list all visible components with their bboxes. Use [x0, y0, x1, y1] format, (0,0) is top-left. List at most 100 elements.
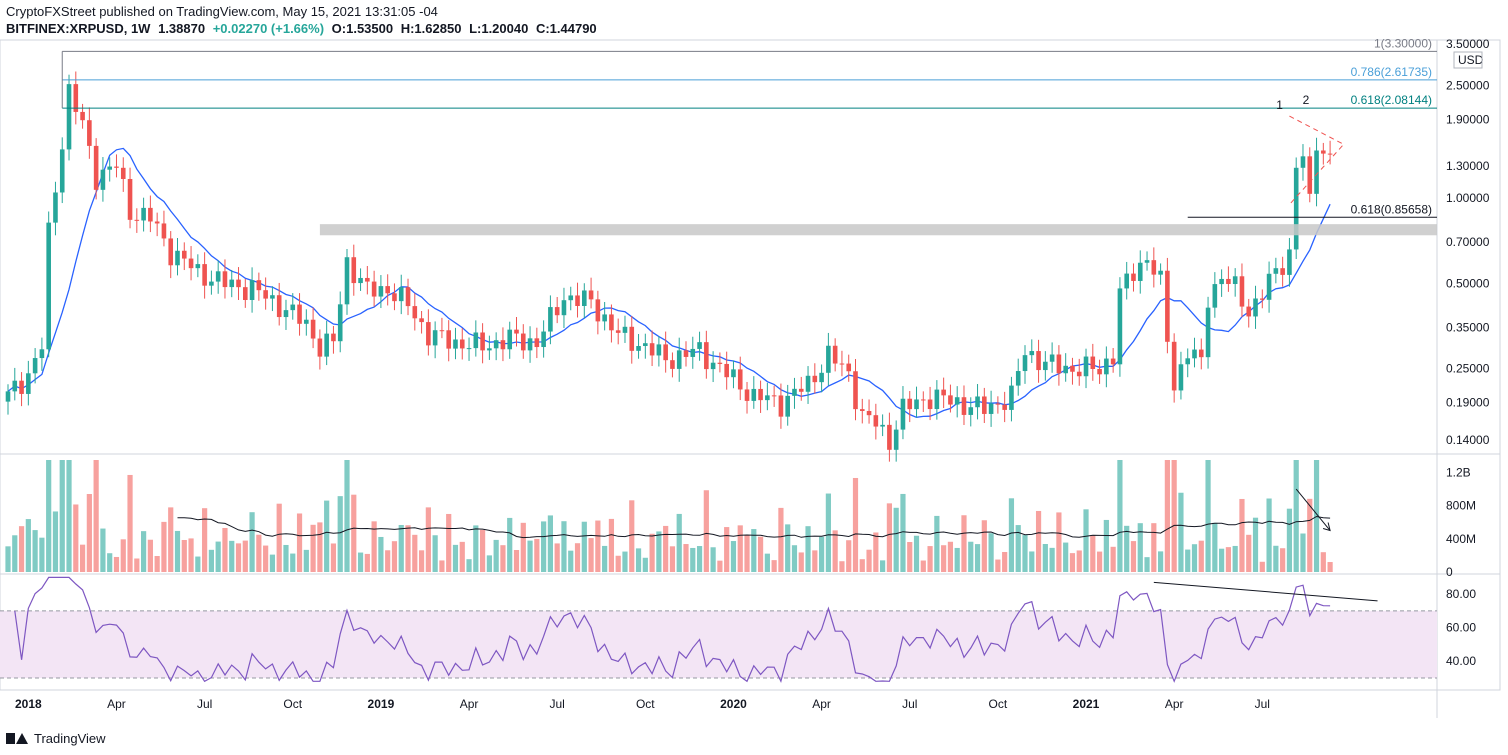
- candle-body: [934, 389, 940, 410]
- ohlc-high: H:1.62850: [400, 21, 462, 36]
- volume-bar: [974, 544, 981, 572]
- volume-bar: [574, 543, 581, 572]
- volume-bar: [283, 544, 289, 572]
- tradingview-logo-icon: [6, 732, 28, 745]
- volume-bar: [147, 539, 153, 572]
- candle-body: [568, 295, 574, 301]
- volume-bar: [181, 539, 187, 572]
- candle-body: [222, 271, 228, 288]
- volume-bar: [1205, 460, 1211, 572]
- candle-body: [724, 363, 729, 378]
- candle-body: [1151, 260, 1157, 275]
- candle-body: [1063, 365, 1068, 374]
- volume-bar: [513, 550, 520, 572]
- candle-body: [785, 395, 790, 417]
- candle-body: [731, 369, 736, 378]
- candle-body: [304, 319, 309, 324]
- candle-body: [1321, 150, 1326, 154]
- candle-body: [1076, 371, 1082, 377]
- candle-body: [127, 178, 133, 220]
- candle-body: [548, 307, 553, 332]
- volume-bar: [18, 526, 25, 572]
- volume-tick-label: 0: [1446, 565, 1453, 579]
- volume-bar: [751, 529, 757, 572]
- symbol-line: BITFINEX:XRPUSD, 1W 1.38870 +0.02270 (+1…: [6, 20, 601, 37]
- volume-bar: [669, 546, 676, 572]
- candle-body: [975, 396, 980, 408]
- time-tick-label: Apr: [107, 697, 126, 711]
- volume-bar: [235, 543, 242, 572]
- candle-body: [771, 395, 777, 397]
- volume-bar: [839, 561, 845, 572]
- volume-bar: [168, 507, 174, 572]
- candle-body: [588, 290, 594, 300]
- volume-bar: [113, 556, 120, 572]
- candle-body: [893, 429, 899, 450]
- volume-bar: [541, 521, 547, 572]
- volume-bar: [452, 544, 459, 572]
- candle-body: [46, 222, 51, 350]
- candle-body: [697, 342, 702, 349]
- volume-bar: [588, 538, 594, 572]
- volume-bar: [1042, 543, 1048, 572]
- candle-body: [351, 257, 357, 284]
- volume-bar: [263, 545, 269, 572]
- rsi-tick-label: 40.00: [1446, 654, 1476, 668]
- volume-bar: [900, 493, 906, 572]
- time-tick-label: 2020: [720, 697, 747, 711]
- wave-label-1: 1: [1276, 98, 1283, 112]
- candle-body: [473, 332, 479, 349]
- candle-body: [1036, 351, 1041, 371]
- chart-header: CryptoFXStreet published on TradingView.…: [6, 3, 601, 37]
- volume-bar: [1035, 510, 1042, 572]
- volume-bar: [622, 551, 628, 572]
- candle-body: [595, 299, 601, 322]
- volume-bar: [1130, 541, 1137, 572]
- volume-bar: [1219, 548, 1225, 572]
- candle-body: [968, 407, 974, 415]
- candle-body: [80, 111, 85, 121]
- volume-bar: [378, 536, 384, 572]
- volume-bar: [249, 512, 255, 572]
- candle-body: [554, 307, 560, 316]
- volume-bar: [764, 553, 770, 572]
- price-tick-label: 0.14000: [1446, 433, 1490, 447]
- volume-bar: [880, 560, 886, 572]
- candle-body: [832, 345, 838, 364]
- volume-bar: [1327, 562, 1333, 572]
- candle-body: [66, 84, 72, 150]
- volume-bar: [351, 494, 357, 572]
- rsi-tick-label: 60.00: [1446, 621, 1476, 635]
- volume-bar: [344, 460, 350, 572]
- candle-body: [405, 287, 411, 307]
- candle-body: [1097, 368, 1102, 375]
- candle-body: [1056, 354, 1062, 374]
- candle-body: [236, 279, 241, 288]
- volume-bar: [988, 533, 994, 572]
- volume-bar: [290, 553, 296, 572]
- candle-body: [615, 330, 621, 333]
- candle-body: [995, 403, 1001, 405]
- candle-body: [954, 397, 960, 405]
- candle-body: [1009, 385, 1014, 410]
- volume-bar: [466, 559, 472, 572]
- candle-body: [358, 277, 363, 284]
- volume-bar: [1137, 523, 1143, 572]
- volume-bar: [269, 554, 276, 572]
- candle-body: [1137, 262, 1143, 281]
- candle-body: [880, 424, 885, 427]
- volume-bar: [520, 522, 526, 572]
- candle-body: [561, 300, 567, 316]
- candle-body: [243, 287, 248, 300]
- volume-ma-line: [177, 515, 1331, 539]
- currency-box: [1453, 51, 1483, 69]
- volume-bar: [1090, 535, 1096, 572]
- volume-bar: [791, 545, 798, 572]
- candle-body: [914, 399, 919, 410]
- volume-bar: [1096, 551, 1103, 572]
- volume-bar: [398, 524, 404, 572]
- price-tick-label: 2.50000: [1446, 79, 1490, 93]
- candle-body: [283, 310, 289, 318]
- volume-bar: [1212, 522, 1218, 572]
